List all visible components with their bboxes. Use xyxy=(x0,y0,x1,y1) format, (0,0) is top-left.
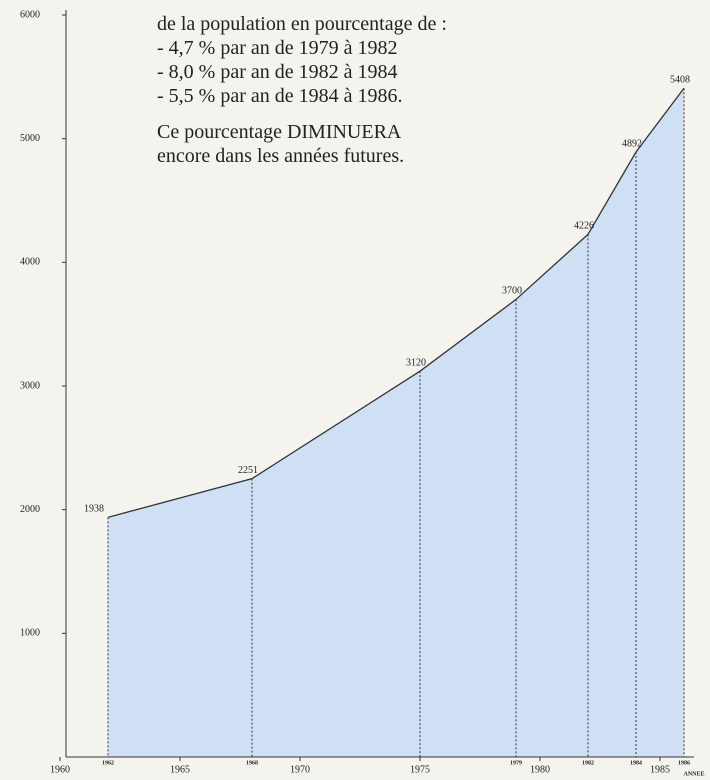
x-minor-tick-label: 1982 xyxy=(582,760,594,766)
annotation: - 5,5 % par an de 1984 à 1986. xyxy=(157,85,403,107)
annotation: encore dans les années futures. xyxy=(157,145,404,167)
x-minor-tick-label: 1984 xyxy=(630,760,642,766)
x-tick-label: 1965 xyxy=(170,764,190,775)
value-label: 1938 xyxy=(84,504,104,515)
x-minor-tick-label: 1979 xyxy=(510,760,522,766)
value-label: 4226 xyxy=(574,221,594,232)
x-tick-label: 1975 xyxy=(410,764,430,775)
annotation: - 4,7 % par an de 1979 à 1982 xyxy=(157,37,398,59)
line xyxy=(107,87,685,518)
value-label: 4892 xyxy=(622,138,642,149)
x-minor-tick-label: 1968 xyxy=(246,760,258,766)
y-tick-label: 2000 xyxy=(20,504,40,515)
x-tick-label: 1960 xyxy=(50,764,70,775)
y-tick-label: 1000 xyxy=(20,628,40,639)
value-label: 3120 xyxy=(406,357,426,368)
annotation: - 8,0 % par an de 1982 à 1984 xyxy=(157,61,398,83)
annotation: de la population en pourcentage de : xyxy=(157,13,447,35)
y-tick-label: 3000 xyxy=(20,380,40,391)
y-tick-label: 6000 xyxy=(20,9,40,20)
x-minor-tick-label: 1986 xyxy=(678,760,690,766)
value-label: 3700 xyxy=(502,286,522,297)
value-label: 2251 xyxy=(238,465,258,476)
y-tick-label: 5000 xyxy=(20,133,40,144)
annotation: Ce pourcentage DIMINUERA xyxy=(157,121,402,143)
x-minor-tick-label: 1962 xyxy=(102,760,114,766)
x-axis-label: ANNEE xyxy=(683,771,704,777)
x-tick-label: 1970 xyxy=(290,764,310,775)
area xyxy=(108,88,684,757)
x-tick-label: 1985 xyxy=(650,764,670,775)
value-label: 5408 xyxy=(670,75,690,86)
x-tick-label: 1980 xyxy=(530,764,550,775)
y-tick-label: 4000 xyxy=(20,257,40,268)
